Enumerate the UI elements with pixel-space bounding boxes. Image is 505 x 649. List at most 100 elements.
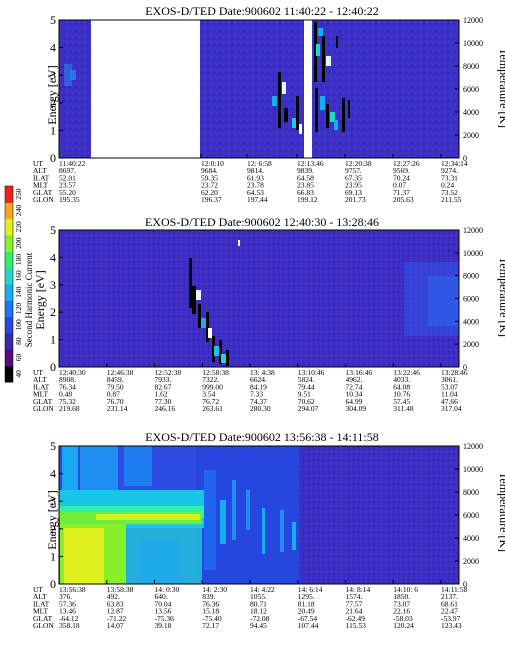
panel-2-orbit-row-label: GLAT: [33, 397, 53, 406]
panel-2-orbit-cell: 7.33: [250, 390, 263, 399]
panel-2-orbit-cell: 3.54: [202, 390, 215, 399]
panel-3-orbit-cell: 81.18: [298, 599, 315, 608]
panel-3-orbit-cell: 20.49: [298, 607, 315, 616]
colorbar-swatch: [5, 235, 13, 252]
panel-3-y2tick-label: 10000: [463, 465, 483, 474]
panel-3-orbit-cell: 73.07: [393, 599, 410, 608]
panel-2-orbit-cell: 74.37: [250, 397, 267, 406]
panel-3-orbit-cell: -71.22: [107, 614, 127, 623]
panel-1-orbit-cell: 62.20: [201, 188, 218, 197]
panel-2-y2tick-label: 6000: [463, 295, 479, 304]
panel-2: EXOS-D/TED Date:900602 12:40:30 - 13:28:…: [33, 215, 505, 413]
panel-3-y2tick-label: 6000: [463, 511, 479, 520]
panel-3-orbit-cell: 14.07: [107, 621, 124, 630]
panel-1-orbit-cell: 61.93: [247, 173, 264, 182]
panel-3-orbit-cell: 13:56:38: [59, 585, 86, 594]
colorbar-tick-label: 140: [14, 286, 23, 298]
panel-3-orbit-cell: 21.64: [346, 607, 363, 616]
panel-2-orbit-cell: 76.34: [59, 382, 76, 391]
colorbar-tick-label: 160: [14, 270, 23, 282]
panel-3-orbit-cell: -64.12: [59, 614, 79, 623]
colorbar-swatch: [5, 300, 13, 318]
panel-3-orbit-cell: 39.18: [155, 621, 172, 630]
panel-1-orbit-cell: 9684.: [201, 166, 218, 175]
panel-1-orbit-row-label: GLON: [33, 195, 54, 204]
panel-3-orbit-cell: 12.87: [107, 607, 124, 616]
panel-1-orbit-cell: 11:40:22: [59, 159, 86, 168]
panel-3-orbit-cell: 14:11:58: [441, 585, 468, 594]
panel-2-orbit-cell: 76.70: [107, 397, 124, 406]
panel-2-orbit-cell: 294.07: [298, 404, 319, 413]
panel-1-orbit-cell: 71.37: [393, 188, 410, 197]
panel-2-orbit-cell: 999.00: [202, 382, 223, 391]
panel-2-orbit-cell: 70.62: [298, 397, 315, 406]
panel-3-orbit-cell: 22.16: [393, 607, 410, 616]
panel-3-orbit-cell: 68.61: [441, 599, 458, 608]
panel-1-orbit-cell: 12:27:26: [393, 159, 420, 168]
panel-1-orbit-cell: 197.44: [247, 195, 268, 204]
panel-3-orbit-cell: 14: 6:14: [298, 585, 323, 594]
panel-1-orbit-row-label: UT: [33, 159, 43, 168]
panel-2-orbit-cell: 53.07: [441, 382, 458, 391]
panel-3-orbit-cell: 115.53: [346, 621, 367, 630]
panel-1-orbit-row-label: ALT: [33, 166, 47, 175]
panel-3-ytick-label: 4: [50, 467, 56, 481]
panel-3-y2tick-label: 12000: [463, 442, 483, 451]
panel-1-event-features: [272, 22, 350, 134]
panel-2-orbit-cell: 219.68: [59, 404, 80, 413]
panel-1-y2ticks: 0 2000 4000 6000 8000 10000 12000: [455, 16, 483, 163]
panel-3-orbit-cell: 70.04: [155, 599, 172, 608]
panel-1-orbit-cell: 196.37: [201, 195, 222, 204]
panel-3-orbit-cell: 13:58:38: [107, 585, 134, 594]
panel-2-yticks: 0 1 2 3 4 5: [50, 223, 63, 374]
panel-2-ytick-label: 0: [50, 360, 56, 374]
panel-1-orbit-cell: 9569.: [393, 166, 410, 175]
colorbar-swatch: [5, 333, 13, 350]
panel-1-ylabel: Energy [eV]: [45, 65, 59, 124]
panel-1-orbit-cell: 211.55: [441, 195, 462, 204]
panel-1-orbit-row-label: MLT: [33, 181, 49, 190]
panel-1: EXOS-D/TED Date:900602 11:40:22 - 12:40:…: [33, 4, 505, 204]
panel-3-y2tick-label: 2000: [463, 557, 479, 566]
panel-2-y2label: Temperature [K]: [497, 257, 505, 337]
panel-3-orbit-cell: 107.44: [298, 621, 319, 630]
panel-2-orbit-cell: 64.08: [393, 382, 410, 391]
panel-3-orbit-cell: 63.83: [107, 599, 124, 608]
panel-1-orbit-cell: 0.24: [441, 181, 454, 190]
panel-3-orbit-cell: 14: 2:30: [202, 585, 227, 594]
panel-3-orbit-cell: 14:10: 6: [393, 585, 418, 594]
panel-1-orbit-row-label: ILAT: [33, 173, 50, 182]
panel-1-data-gap: [304, 20, 312, 158]
panel-3-orbit-row-label: ALT: [33, 592, 47, 601]
panel-3-orbit-cell: 80.71: [250, 599, 267, 608]
panel-2-orbit-cell: 79.50: [107, 382, 124, 391]
panel-3-ytick-label: 2: [50, 522, 56, 536]
panel-2-orbit-cell: 304.09: [346, 404, 367, 413]
panel-2-orbit-cell: 13:28:46: [441, 368, 468, 377]
panel-3-orbit-cell: 640.: [155, 592, 168, 601]
panel-2-orbit-row-label: MLT: [33, 390, 49, 399]
panel-2-orbit-cell: 0.48: [59, 390, 72, 399]
panel-2-orbit-cell: 7322.: [202, 375, 219, 384]
panel-2-orbit-cell: 12:46:38: [107, 368, 134, 377]
panel-2-ylabel: Energy [eV]: [33, 270, 47, 329]
panel-3-orbit-cell: 15.18: [202, 607, 219, 616]
panel-1-orbit-cell: 73.52: [441, 188, 458, 197]
panel-2-orbit-cell: 75.32: [59, 397, 76, 406]
panel-2-orbit-cell: 57.45: [393, 397, 410, 406]
panel-2-orbit-cell: 12:58:38: [202, 368, 229, 377]
panel-2-orbit-cell: 246.16: [155, 404, 176, 413]
panel-1-yticks: 0 1 2 3 4 5: [50, 13, 63, 165]
panel-2-orbit-cell: 82.67: [155, 382, 172, 391]
colorbar-swatch: [5, 284, 13, 301]
panel-3-orbit-cell: -75.36: [155, 614, 175, 623]
panel-2-orbit-cell: 3061.: [441, 375, 458, 384]
panel-2-ytick-label: 1: [50, 333, 56, 347]
panel-3-plot: [58, 445, 460, 585]
panel-2-orbit-cell: 79.44: [298, 382, 315, 391]
panel-1-orbit-cell: 64.58: [297, 173, 314, 182]
panel-2-orbit-cell: 12:52:38: [155, 368, 182, 377]
panel-2-orbit-cell: 8908.: [59, 375, 76, 384]
panel-1-ytick-label: 2: [50, 96, 56, 110]
